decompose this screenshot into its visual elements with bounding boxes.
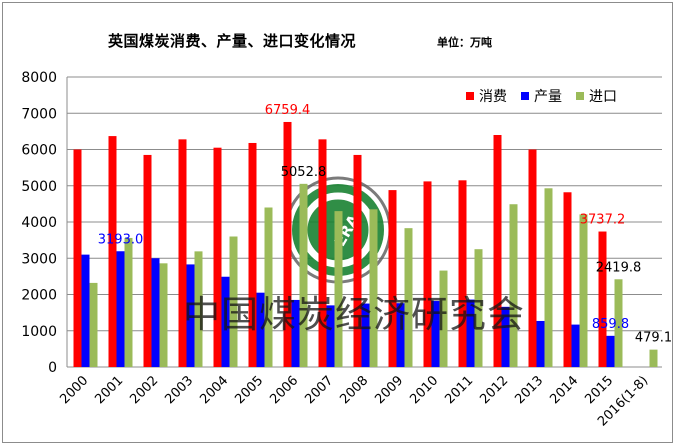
data-label: 2419.8 bbox=[596, 260, 642, 275]
x-tick-label: 2004 bbox=[197, 373, 231, 407]
bar-production bbox=[81, 254, 90, 367]
y-tick-label: 4000 bbox=[21, 215, 57, 231]
legend-swatch bbox=[466, 92, 474, 100]
bar-production bbox=[571, 324, 580, 367]
legend-label: 产量 bbox=[534, 89, 562, 105]
bar-consumption bbox=[283, 121, 292, 368]
bar-consumption bbox=[563, 192, 572, 367]
y-tick-label: 7000 bbox=[21, 106, 57, 122]
bar-production bbox=[396, 303, 405, 367]
bar-import bbox=[229, 236, 238, 367]
bar-import bbox=[614, 279, 623, 367]
bar-import bbox=[439, 270, 448, 367]
y-tick-label: 1000 bbox=[21, 324, 57, 340]
x-tick-label: 2013 bbox=[512, 373, 546, 407]
x-tick-label: 2008 bbox=[337, 373, 371, 407]
x-tick-label: 2005 bbox=[232, 373, 266, 407]
data-label: 479.1 bbox=[635, 331, 672, 346]
bar-production bbox=[431, 301, 440, 367]
bar-import bbox=[124, 237, 133, 367]
legend-item-import: 进口 bbox=[576, 86, 617, 106]
y-tick-label: 0 bbox=[48, 360, 57, 376]
data-label: 3193.0 bbox=[98, 232, 144, 247]
bar-consumption bbox=[178, 139, 187, 367]
bar-import bbox=[159, 263, 168, 367]
x-tick-label: 2012 bbox=[477, 373, 511, 407]
bar-production bbox=[221, 276, 230, 367]
bar-production bbox=[606, 335, 615, 367]
x-tick-label: 2003 bbox=[162, 373, 196, 407]
bar-import bbox=[509, 204, 518, 367]
legend-item-consumption: 消费 bbox=[466, 86, 507, 106]
bar-production bbox=[501, 306, 510, 367]
y-tick-label: 2000 bbox=[21, 288, 57, 304]
bar-production bbox=[361, 303, 370, 367]
bar-consumption bbox=[598, 231, 607, 367]
bar-production bbox=[466, 299, 475, 367]
data-label: 859.8 bbox=[592, 317, 629, 332]
y-tick-label: 8000 bbox=[21, 70, 57, 86]
chart-frame bbox=[2, 2, 673, 443]
bar-consumption bbox=[528, 149, 537, 367]
bar-production bbox=[291, 299, 300, 367]
y-tick-label: 6000 bbox=[21, 143, 57, 159]
bar-production bbox=[116, 251, 125, 367]
bar-consumption bbox=[423, 181, 432, 367]
bar-import bbox=[579, 214, 588, 367]
unit-label: 单位：万吨 bbox=[437, 36, 492, 49]
data-label: 6759.4 bbox=[265, 103, 311, 118]
legend-label: 进口 bbox=[589, 89, 617, 105]
bar-production bbox=[256, 292, 265, 367]
x-tick-label: 2009 bbox=[372, 373, 406, 407]
bar-import bbox=[544, 188, 553, 367]
legend-swatch bbox=[521, 92, 529, 100]
bar-consumption bbox=[388, 190, 397, 367]
legend-item-production: 产量 bbox=[521, 86, 562, 106]
bar-consumption bbox=[73, 149, 82, 367]
x-tick-label: 2011 bbox=[442, 373, 476, 407]
data-label: 5052.8 bbox=[281, 165, 327, 180]
y-tick-label: 5000 bbox=[21, 179, 57, 195]
bar-consumption bbox=[143, 154, 152, 367]
bar-import bbox=[649, 349, 658, 367]
legend: 消费 产量 进口 bbox=[466, 86, 617, 106]
bar-import bbox=[369, 209, 378, 367]
x-tick-label: 2014 bbox=[547, 373, 581, 407]
bar-import bbox=[299, 183, 308, 367]
bar-import bbox=[264, 207, 273, 367]
bar-consumption bbox=[318, 139, 327, 367]
bar-consumption bbox=[248, 142, 257, 367]
bar-production bbox=[536, 320, 545, 367]
y-tick-label: 3000 bbox=[21, 251, 57, 267]
x-tick-label: 2007 bbox=[302, 373, 336, 407]
x-tick-label: 2001 bbox=[92, 373, 126, 407]
chart-title: 英国煤炭消费、产量、进口变化情况 bbox=[108, 32, 357, 50]
bar-consumption bbox=[353, 154, 362, 367]
x-tick-label: 2002 bbox=[127, 373, 161, 407]
bar-production bbox=[151, 258, 160, 367]
bar-consumption bbox=[493, 135, 502, 367]
bar-import bbox=[404, 228, 413, 367]
watermark-text: 中国煤炭经济研究会 bbox=[183, 293, 525, 336]
bar-import bbox=[194, 251, 203, 367]
data-label: 3737.2 bbox=[580, 213, 626, 228]
bar-import bbox=[89, 282, 98, 367]
bar-production bbox=[326, 305, 335, 367]
bar-production bbox=[186, 264, 195, 367]
x-tick-label: 2000 bbox=[57, 373, 91, 407]
bar-consumption bbox=[458, 180, 467, 367]
bar-import bbox=[474, 249, 483, 367]
bar-consumption bbox=[213, 147, 222, 367]
x-tick-label: 2006 bbox=[267, 373, 301, 407]
bar-import bbox=[334, 211, 343, 367]
x-tick-label: 2010 bbox=[407, 373, 441, 407]
legend-label: 消费 bbox=[479, 89, 507, 105]
bar-consumption bbox=[108, 136, 117, 367]
legend-swatch bbox=[576, 92, 584, 100]
